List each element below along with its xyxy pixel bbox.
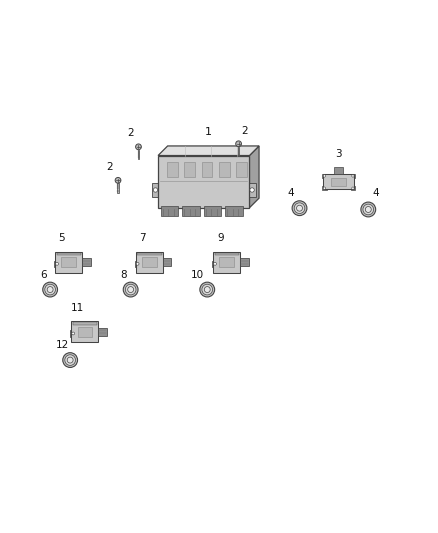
Bar	[55, 252, 82, 273]
Circle shape	[56, 262, 59, 265]
Text: 5: 5	[58, 232, 65, 243]
Circle shape	[63, 353, 78, 367]
Bar	[322, 174, 327, 178]
Bar	[182, 206, 200, 215]
Bar	[334, 167, 343, 174]
Bar	[99, 328, 107, 336]
Bar	[54, 261, 60, 267]
Bar	[142, 257, 157, 267]
Bar	[71, 321, 99, 342]
Polygon shape	[158, 146, 259, 156]
Bar	[331, 177, 346, 185]
Circle shape	[236, 141, 241, 147]
Circle shape	[65, 355, 75, 366]
Bar	[212, 261, 218, 267]
Bar	[57, 253, 81, 255]
Text: 11: 11	[71, 303, 84, 313]
Circle shape	[292, 201, 307, 215]
Text: 2: 2	[241, 126, 247, 136]
Bar	[240, 259, 249, 266]
Bar	[215, 253, 239, 255]
Circle shape	[363, 204, 374, 215]
Bar	[351, 174, 355, 178]
Bar	[135, 261, 140, 267]
Circle shape	[67, 357, 73, 363]
Circle shape	[323, 187, 325, 189]
Bar	[161, 206, 178, 215]
Bar	[152, 183, 159, 197]
Bar	[322, 186, 327, 190]
Bar	[238, 147, 239, 156]
Text: 9: 9	[218, 232, 225, 243]
Bar	[204, 206, 222, 215]
Bar	[237, 162, 247, 177]
Bar	[73, 322, 97, 325]
Circle shape	[297, 205, 303, 211]
Bar	[82, 259, 91, 266]
Circle shape	[115, 177, 121, 183]
Circle shape	[352, 175, 354, 177]
Circle shape	[294, 203, 305, 214]
Circle shape	[153, 188, 158, 192]
Circle shape	[128, 287, 134, 293]
Text: 2: 2	[127, 128, 134, 138]
Text: 8: 8	[120, 270, 127, 279]
Bar	[219, 257, 234, 267]
Bar	[158, 156, 250, 208]
Text: 4: 4	[372, 188, 379, 198]
Circle shape	[72, 332, 74, 335]
Circle shape	[361, 202, 376, 217]
Bar	[213, 252, 240, 273]
Circle shape	[47, 287, 53, 293]
Circle shape	[365, 206, 371, 213]
Text: 4: 4	[288, 188, 295, 198]
Circle shape	[214, 262, 216, 265]
Bar	[163, 259, 171, 266]
Circle shape	[204, 287, 210, 293]
Circle shape	[43, 282, 57, 297]
Bar	[71, 330, 76, 337]
Circle shape	[200, 282, 215, 297]
Bar	[351, 186, 355, 190]
Bar	[78, 327, 92, 336]
Circle shape	[123, 282, 138, 297]
Bar	[61, 257, 76, 267]
Bar	[138, 150, 139, 159]
Text: 1: 1	[205, 127, 212, 137]
Bar	[225, 206, 243, 215]
Circle shape	[136, 144, 141, 150]
Text: 3: 3	[335, 149, 342, 158]
Bar	[137, 253, 162, 255]
Polygon shape	[250, 146, 259, 208]
Bar	[201, 162, 212, 177]
Circle shape	[45, 284, 56, 295]
Text: 12: 12	[56, 340, 69, 350]
Circle shape	[250, 188, 254, 192]
Circle shape	[125, 284, 136, 295]
Circle shape	[202, 284, 212, 295]
Text: 2: 2	[106, 161, 113, 172]
Bar	[184, 162, 195, 177]
Circle shape	[352, 187, 354, 189]
Text: 6: 6	[40, 270, 46, 279]
Circle shape	[323, 175, 325, 177]
Bar	[167, 162, 178, 177]
Bar	[248, 183, 256, 197]
Bar	[117, 183, 119, 192]
Bar	[323, 174, 354, 189]
Bar	[136, 252, 163, 273]
Circle shape	[136, 262, 139, 265]
Bar	[219, 162, 230, 177]
Text: 10: 10	[191, 270, 204, 279]
Text: 7: 7	[140, 232, 146, 243]
